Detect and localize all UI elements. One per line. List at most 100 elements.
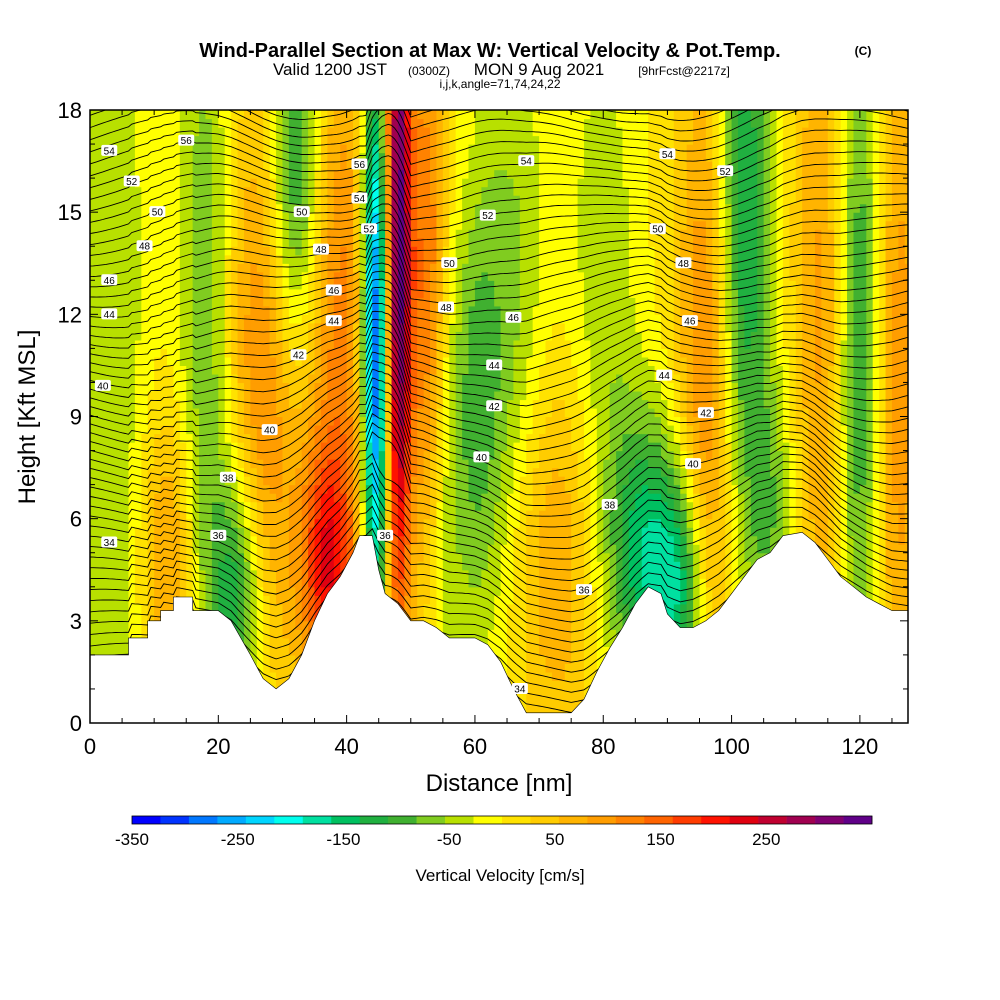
velocity-cell [301, 459, 309, 469]
velocity-cell [160, 348, 168, 358]
velocity-cell [481, 237, 489, 247]
velocity-cell [449, 518, 457, 528]
velocity-cell [154, 254, 162, 264]
velocity-cell [423, 220, 431, 230]
velocity-cell [154, 535, 162, 545]
velocity-cell [276, 365, 284, 375]
velocity-cell [462, 382, 470, 392]
velocity-cell [423, 212, 431, 222]
velocity-cell [141, 203, 149, 213]
velocity-cell [314, 578, 322, 588]
velocity-cell [192, 314, 200, 324]
velocity-cell [410, 578, 418, 588]
velocity-cell [487, 118, 495, 128]
velocity-cell [494, 127, 502, 137]
velocity-cell [462, 288, 470, 298]
velocity-cell [346, 331, 354, 341]
velocity-cell [359, 288, 367, 298]
velocity-cell [404, 510, 412, 520]
velocity-cell [179, 416, 187, 426]
velocity-cell [295, 220, 303, 230]
velocity-cell [179, 331, 187, 341]
velocity-cell [340, 476, 348, 486]
velocity-cell [301, 322, 309, 332]
velocity-cell [288, 212, 296, 222]
velocity-cell [288, 365, 296, 375]
velocity-cell [526, 382, 534, 392]
velocity-cell [173, 484, 181, 494]
velocity-cell [173, 169, 181, 179]
velocity-cell [526, 220, 534, 230]
velocity-cell [487, 527, 495, 537]
velocity-cell [263, 442, 271, 452]
velocity-cell [109, 356, 117, 367]
velocity-cell [487, 144, 495, 154]
velocity-cell [276, 288, 284, 298]
velocity-cell [385, 476, 393, 486]
velocity-cell [391, 348, 399, 358]
velocity-cell [115, 399, 123, 409]
velocity-cell [519, 697, 527, 707]
velocity-cell [372, 484, 380, 494]
velocity-cell [102, 169, 110, 179]
velocity-cell [494, 348, 502, 358]
velocity-cell [160, 603, 168, 613]
velocity-cell [468, 382, 476, 392]
velocity-cell [263, 552, 271, 562]
velocity-cell [263, 595, 271, 605]
velocity-cell [218, 288, 226, 298]
velocity-cell [391, 382, 399, 392]
velocity-cell [115, 561, 123, 571]
velocity-cell [353, 314, 361, 324]
velocity-cell [205, 254, 213, 264]
velocity-cell [205, 297, 213, 307]
velocity-cell [519, 493, 527, 503]
velocity-cell [372, 246, 380, 256]
velocity-cell [154, 127, 162, 137]
velocity-cell [243, 578, 251, 588]
velocity-cell [308, 280, 316, 290]
velocity-cell [519, 373, 527, 384]
velocity-cell [314, 135, 322, 145]
velocity-cell [141, 561, 149, 571]
velocity-cell [404, 203, 412, 213]
velocity-cell [199, 161, 207, 171]
velocity-cell [314, 331, 322, 341]
velocity-cell [269, 161, 277, 171]
velocity-cell [288, 442, 296, 452]
velocity-cell [179, 237, 187, 247]
velocity-cell [295, 297, 303, 307]
velocity-cell [243, 450, 251, 460]
velocity-cell [186, 246, 194, 256]
velocity-cell [442, 561, 450, 571]
velocity-cell [449, 365, 457, 375]
velocity-cell [507, 203, 515, 213]
velocity-cell [256, 373, 264, 384]
velocity-cell [507, 271, 515, 281]
velocity-cell [526, 246, 534, 256]
velocity-cell [186, 365, 194, 375]
velocity-cell [410, 586, 418, 596]
velocity-cell [462, 476, 470, 486]
velocity-cell [224, 237, 232, 247]
velocity-cell [430, 229, 438, 239]
velocity-cell [122, 144, 130, 154]
velocity-cell [192, 331, 200, 341]
velocity-cell [378, 169, 386, 179]
velocity-cell [166, 535, 175, 545]
velocity-cell [353, 425, 361, 435]
velocity-cell [391, 356, 399, 367]
velocity-cell [192, 382, 200, 392]
velocity-cell [526, 407, 534, 418]
velocity-cell [224, 433, 232, 443]
velocity-cell [263, 382, 271, 392]
velocity-cell [449, 237, 457, 247]
velocity-cell [109, 186, 117, 196]
velocity-cell [468, 586, 476, 596]
velocity-cell [481, 229, 489, 239]
velocity-cell [526, 535, 534, 545]
velocity-cell [263, 476, 271, 486]
velocity-cell [96, 220, 104, 230]
velocity-cell [186, 356, 194, 367]
velocity-cell [500, 646, 508, 656]
